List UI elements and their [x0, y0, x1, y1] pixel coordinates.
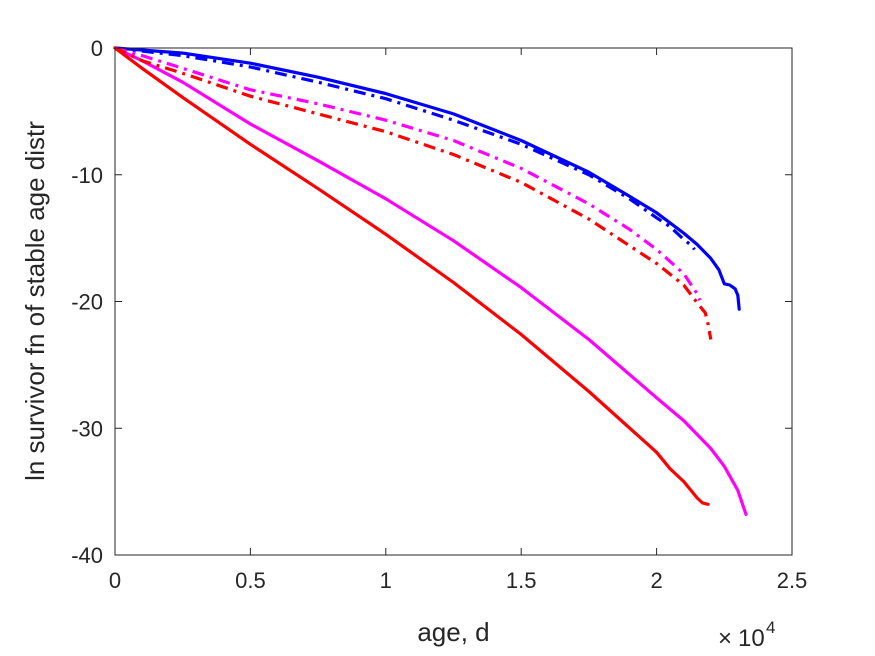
- plot-area: [115, 48, 792, 555]
- series-line-4: [114, 46, 702, 301]
- x-tick-label: 0: [109, 568, 121, 593]
- series-line-1: [113, 46, 741, 311]
- x-exponent-times: ×: [718, 625, 732, 652]
- y-tick-label: -40: [71, 543, 103, 568]
- x-tick-label: 0.5: [235, 568, 266, 593]
- x-exponent-label: × 10 4: [718, 618, 775, 652]
- x-tick-label: 2.5: [777, 568, 808, 593]
- x-axis-label: age, d: [417, 617, 489, 647]
- y-tick-label: -30: [71, 416, 103, 441]
- series-layer: [113, 46, 748, 517]
- series-line-5: [113, 46, 710, 506]
- x-tick-label: 1.5: [506, 568, 537, 593]
- y-tick-label: 0: [91, 36, 103, 61]
- ticks-layer: [114, 47, 793, 556]
- series-line-6: [114, 46, 713, 340]
- series-line-2: [114, 46, 696, 251]
- tick-labels-layer: 0 0.5 1 1.5 2 2.5 0 -10 -20 -30 -40: [71, 36, 807, 593]
- x-tick-label: 2: [650, 568, 662, 593]
- x-tick-label: 1: [380, 568, 392, 593]
- y-axis-label: ln survivor fn of stable age distr: [20, 121, 50, 481]
- y-tick-label: -20: [71, 290, 103, 315]
- x-exponent-base: 10: [738, 625, 765, 652]
- series-line-3: [113, 46, 748, 517]
- x-exponent-power: 4: [766, 618, 775, 637]
- y-tick-label: -10: [71, 163, 103, 188]
